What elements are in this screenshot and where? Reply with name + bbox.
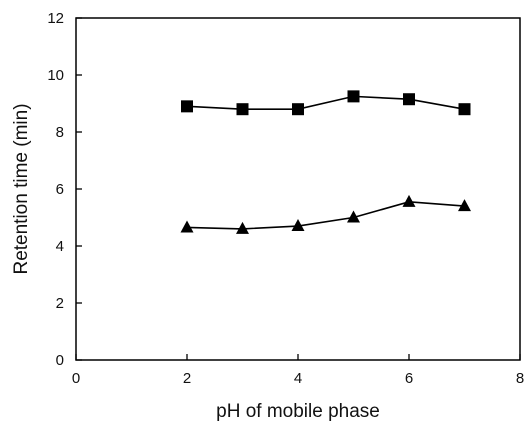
series-2-triangle-marker — [347, 210, 360, 223]
y-tick-label: 2 — [56, 295, 64, 312]
x-tick-label: 8 — [516, 370, 524, 387]
series-2-triangle-marker — [236, 221, 249, 234]
series-2-triangle-marker — [458, 199, 471, 212]
series-1-square-marker — [403, 93, 415, 106]
x-tick-label: 0 — [72, 370, 80, 387]
y-tick-label: 8 — [56, 124, 64, 141]
y-tick-label: 10 — [47, 67, 64, 84]
y-tick-label: 12 — [47, 10, 64, 27]
series-2-triangle-marker — [291, 219, 305, 232]
y-tick-label: 6 — [56, 181, 64, 198]
x-axis-title: pH of mobile phase — [216, 401, 380, 422]
y-tick-label: 4 — [56, 238, 64, 255]
y-tick-label: 0 — [56, 352, 64, 369]
y-axis: 0 2 4 6 8 10 12 — [47, 10, 82, 369]
series-2-line — [186, 201, 465, 230]
plot-frame — [75, 17, 521, 361]
x-tick-label: 4 — [294, 370, 302, 387]
x-tick-label: 6 — [405, 370, 413, 387]
series-2-triangle-marker — [180, 220, 194, 233]
x-axis: 0 2 4 6 8 — [72, 354, 524, 387]
x-tick-label: 2 — [183, 370, 191, 387]
series-1-square-marker — [292, 103, 304, 116]
series-1-line — [186, 95, 465, 110]
series-2-triangle-marker — [402, 194, 416, 207]
series-1-square-marker — [458, 103, 471, 116]
series-1-square-marker — [236, 103, 249, 116]
y-axis-title: Retention time (min) — [11, 103, 32, 274]
series-1-square-marker — [347, 90, 360, 103]
series-1-square-marker — [181, 100, 193, 113]
series-layer — [180, 90, 471, 234]
